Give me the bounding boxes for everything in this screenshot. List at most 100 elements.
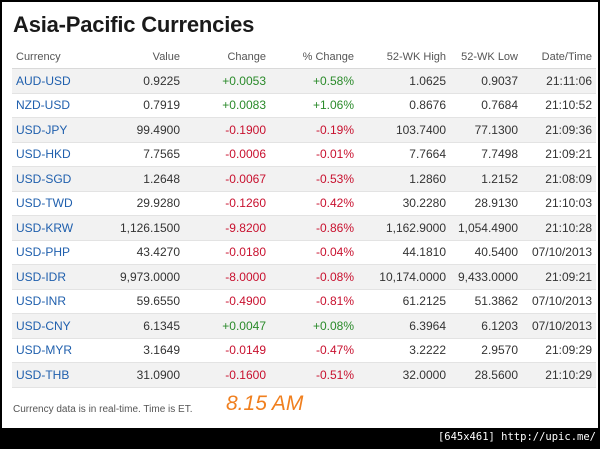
- watermark: [645x461] http://upic.me/: [437, 431, 596, 443]
- currency-link[interactable]: USD-HKD: [16, 147, 71, 162]
- table-row: USD-HKD 7.7565 -0.0006 -0.01% 7.7664 7.7498 21…: [12, 142, 596, 167]
- currency-link[interactable]: USD-MYR: [16, 343, 72, 358]
- currency-link[interactable]: AUD-USD: [16, 73, 71, 88]
- table-row: USD-TWD 29.9280 -0.1260 -0.42% 30.2280 28.913…: [12, 191, 596, 216]
- currency-table: Currency Value Change % Change 52-WK Hig…: [12, 45, 596, 388]
- column-header-52wk-high: 52-WK High: [358, 45, 450, 69]
- low-52wk-cell: 40.5400: [450, 240, 522, 265]
- pct-change-cell: +0.58%: [270, 68, 358, 94]
- high-52wk-cell: 6.3964: [358, 313, 450, 339]
- low-52wk-cell: 28.9130: [450, 191, 522, 216]
- pct-change-cell: -0.01%: [270, 142, 358, 167]
- table-row: USD-PHP 43.4270 -0.0180 -0.04% 44.1810 40.540…: [12, 240, 596, 265]
- column-header-pct-change: % Change: [270, 45, 358, 69]
- currency-link[interactable]: USD-INR: [16, 294, 66, 309]
- currency-link[interactable]: NZD-USD: [16, 98, 70, 113]
- value-cell: 6.1345: [102, 313, 184, 339]
- value-cell: 9,973.0000: [102, 264, 184, 290]
- pct-change-cell: -0.53%: [270, 166, 358, 192]
- pct-change-cell: -0.51%: [270, 362, 358, 388]
- date-time-cell: 07/10/2013: [522, 240, 596, 265]
- pct-change-cell: -0.86%: [270, 215, 358, 241]
- high-52wk-cell: 0.8676: [358, 93, 450, 118]
- currency-panel: Asia-Pacific Currencies Currency Value C…: [2, 2, 598, 428]
- pct-change-cell: -0.47%: [270, 338, 358, 363]
- pct-change-cell: +1.06%: [270, 93, 358, 118]
- low-52wk-cell: 2.9570: [450, 338, 522, 363]
- currency-cell: USD-INR: [12, 289, 102, 314]
- pct-change-cell: -0.81%: [270, 289, 358, 314]
- table-row: USD-KRW 1,126.1500 -9.8200 -0.86% 1,162.9000…: [12, 215, 596, 241]
- currency-link[interactable]: USD-TWD: [16, 196, 73, 211]
- low-52wk-cell: 0.7684: [450, 93, 522, 118]
- column-header-currency: Currency: [12, 45, 102, 69]
- change-cell: -0.0180: [184, 240, 270, 265]
- currency-link[interactable]: USD-JPY: [16, 122, 68, 137]
- currency-cell: USD-TWD: [12, 191, 102, 216]
- pct-change-cell: -0.19%: [270, 117, 358, 143]
- currency-link[interactable]: USD-CNY: [16, 318, 71, 333]
- value-cell: 43.4270: [102, 240, 184, 265]
- table-row: AUD-USD 0.9225 +0.0053 +0.58% 1.0625 0.9037 21…: [12, 68, 596, 94]
- low-52wk-cell: 9,433.0000: [450, 264, 522, 290]
- low-52wk-cell: 51.3862: [450, 289, 522, 314]
- date-time-cell: 07/10/2013: [522, 313, 596, 339]
- currency-cell: NZD-USD: [12, 93, 102, 118]
- date-time-cell: 21:08:09: [522, 166, 596, 192]
- currency-cell: USD-HKD: [12, 142, 102, 167]
- table-row: USD-IDR 9,973.0000 -8.0000 -0.08% 10,174.000…: [12, 264, 596, 290]
- column-header-value: Value: [102, 45, 184, 69]
- pct-change-cell: +0.08%: [270, 313, 358, 339]
- date-time-cell: 21:10:52: [522, 93, 596, 118]
- change-cell: -0.4900: [184, 289, 270, 314]
- high-52wk-cell: 44.1810: [358, 240, 450, 265]
- low-52wk-cell: 28.5600: [450, 362, 522, 388]
- table-row: USD-MYR 3.1649 -0.0149 -0.47% 3.2222 2.9570 21…: [12, 338, 596, 363]
- date-time-cell: 21:11:06: [522, 68, 596, 94]
- low-52wk-cell: 6.1203: [450, 313, 522, 339]
- pct-change-cell: -0.08%: [270, 264, 358, 290]
- date-time-cell: 21:09:36: [522, 117, 596, 143]
- value-cell: 7.7565: [102, 142, 184, 167]
- time-stamp: 8.15 AM: [226, 392, 304, 415]
- value-cell: 1.2648: [102, 166, 184, 192]
- high-52wk-cell: 1.2860: [358, 166, 450, 192]
- currency-link[interactable]: USD-SGD: [16, 171, 72, 186]
- currency-cell: USD-KRW: [12, 215, 102, 241]
- change-cell: +0.0047: [184, 313, 270, 339]
- high-52wk-cell: 103.7400: [358, 117, 450, 143]
- change-cell: -0.1260: [184, 191, 270, 216]
- currency-cell: USD-JPY: [12, 117, 102, 143]
- table-row: NZD-USD 0.7919 +0.0083 +1.06% 0.8676 0.7684 21…: [12, 93, 596, 118]
- currency-cell: USD-THB: [12, 362, 102, 388]
- high-52wk-cell: 1,162.9000: [358, 215, 450, 241]
- currency-link[interactable]: USD-IDR: [16, 269, 66, 284]
- table-row: USD-INR 59.6550 -0.4900 -0.81% 61.2125 51.386…: [12, 289, 596, 314]
- table-header-row: Currency Value Change % Change 52-WK Hig…: [12, 45, 596, 69]
- low-52wk-cell: 0.9037: [450, 68, 522, 94]
- value-cell: 29.9280: [102, 191, 184, 216]
- high-52wk-cell: 10,174.0000: [358, 264, 450, 290]
- change-cell: -0.1600: [184, 362, 270, 388]
- footer-note: Currency data is in real-time. Time is E…: [13, 404, 193, 415]
- change-cell: +0.0053: [184, 68, 270, 94]
- date-time-cell: 21:09:21: [522, 142, 596, 167]
- currency-cell: USD-SGD: [12, 166, 102, 192]
- currency-cell: USD-PHP: [12, 240, 102, 265]
- column-header-52wk-low: 52-WK Low: [450, 45, 522, 69]
- change-cell: -0.1900: [184, 117, 270, 143]
- high-52wk-cell: 7.7664: [358, 142, 450, 167]
- value-cell: 1,126.1500: [102, 215, 184, 241]
- date-time-cell: 21:09:29: [522, 338, 596, 363]
- table-row: USD-CNY 6.1345 +0.0047 +0.08% 6.3964 6.1203 07…: [12, 313, 596, 339]
- currency-link[interactable]: USD-PHP: [16, 245, 71, 260]
- currency-link[interactable]: USD-THB: [16, 367, 70, 382]
- date-time-cell: 21:10:29: [522, 362, 596, 388]
- value-cell: 31.0900: [102, 362, 184, 388]
- table-row: USD-THB 31.0900 -0.1600 -0.51% 32.0000 28.560…: [12, 362, 596, 388]
- column-header-date-time: Date/Time: [522, 45, 596, 69]
- currency-link[interactable]: USD-KRW: [16, 220, 74, 235]
- value-cell: 99.4900: [102, 117, 184, 143]
- date-time-cell: 21:09:21: [522, 264, 596, 290]
- change-cell: -0.0006: [184, 142, 270, 167]
